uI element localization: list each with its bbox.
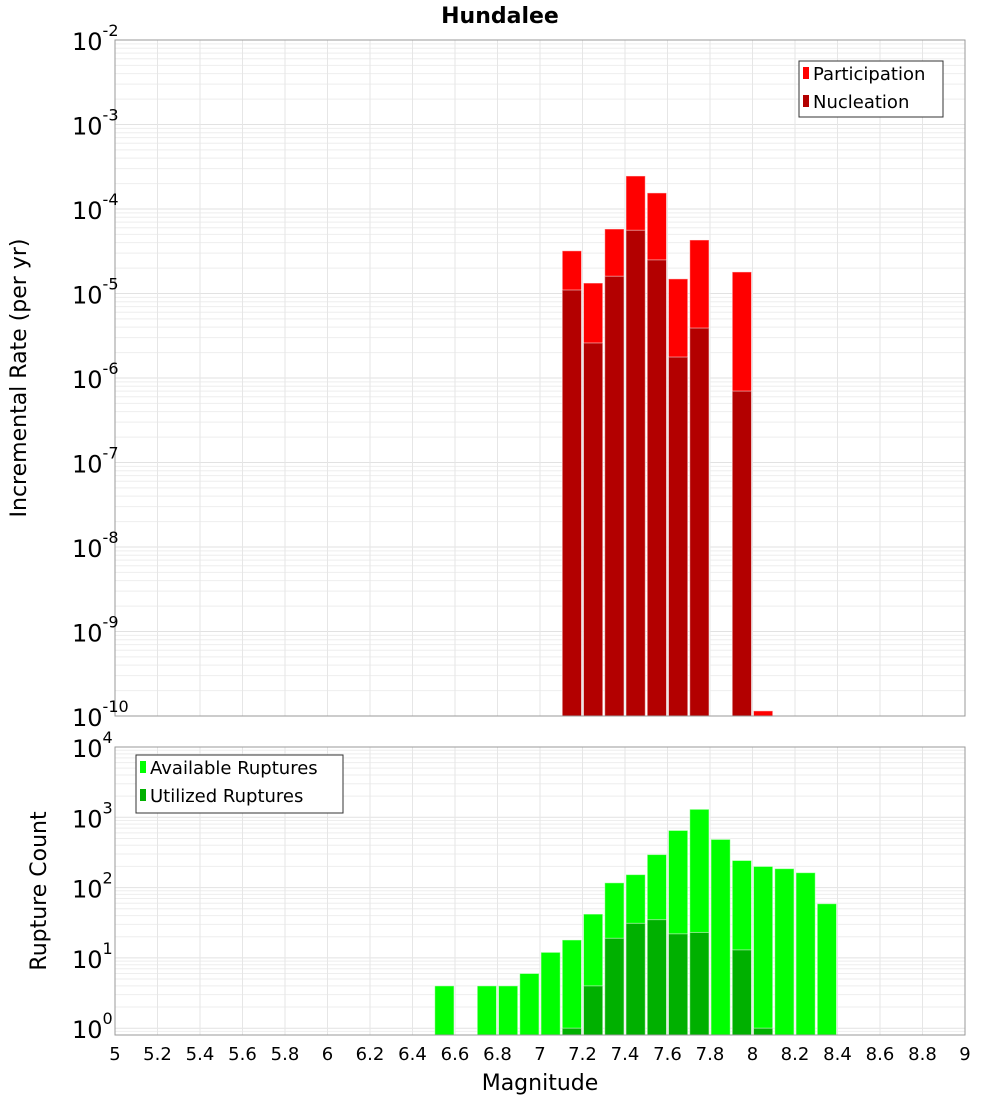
bar-available-ruptures	[540, 951, 561, 1036]
y-tick-label: 10-4	[72, 190, 119, 225]
y-tick-label: 10-2	[72, 21, 119, 56]
bar-utilized-ruptures	[604, 937, 625, 1036]
bar-utilized-ruptures	[668, 933, 689, 1036]
bar-utilized-ruptures	[561, 1027, 582, 1036]
plot-frame	[114, 39, 966, 717]
y-tick-label: 10-9	[72, 613, 119, 648]
x-tick-label: 5.2	[143, 1044, 172, 1065]
bar-available-ruptures	[753, 865, 774, 1036]
bar-available-ruptures	[519, 972, 540, 1036]
legend-box	[798, 60, 944, 118]
bar-available-ruptures	[476, 985, 497, 1036]
legend-label: Available Ruptures	[150, 758, 318, 779]
bar-nucleation	[583, 342, 604, 717]
bar-utilized-ruptures	[753, 1027, 774, 1036]
bar-nucleation	[731, 390, 752, 717]
y-tick-label: 104	[72, 728, 113, 763]
y-tick-label: 10-3	[72, 106, 119, 141]
x-tick-label: 6.2	[356, 1044, 385, 1065]
x-tick-label: 5.6	[228, 1044, 257, 1065]
x-tick-label: 5.8	[271, 1044, 300, 1065]
x-tick-label: 7.6	[653, 1044, 682, 1065]
y-tick-label: 10-7	[72, 444, 119, 479]
x-tick-label: 6.4	[398, 1044, 427, 1065]
bar-utilized-ruptures	[583, 985, 604, 1036]
bar-available-ruptures	[816, 903, 837, 1036]
plot-frame	[114, 746, 966, 1036]
bottom-y-axis-label: Rupture Count	[27, 811, 52, 971]
y-tick-label: 101	[72, 939, 113, 974]
bar-available-ruptures	[434, 985, 455, 1036]
bar-nucleation	[668, 356, 689, 717]
legend-label: Participation	[813, 64, 925, 85]
x-tick-label: 7	[534, 1044, 545, 1065]
x-tick-label: 6	[322, 1044, 333, 1065]
bar-nucleation	[625, 229, 646, 717]
bar-utilized-ruptures	[646, 919, 667, 1036]
bar-nucleation	[689, 327, 710, 717]
y-tick-label: 10-10	[72, 697, 129, 732]
y-tick-label: 103	[72, 798, 113, 833]
chart-title: Hundalee	[441, 4, 559, 29]
y-tick-label: 100	[72, 1009, 113, 1044]
x-tick-label: 8.2	[781, 1044, 810, 1065]
x-tick-label: 5.4	[186, 1044, 215, 1065]
legend-label: Nucleation	[813, 92, 909, 113]
bar-utilized-ruptures	[731, 949, 752, 1036]
legend-label: Utilized Ruptures	[150, 786, 303, 807]
y-tick-label: 102	[72, 869, 113, 904]
top-y-axis-label: Incremental Rate (per yr)	[7, 239, 32, 518]
bar-nucleation	[604, 275, 625, 717]
x-tick-label: 9	[959, 1044, 970, 1065]
x-tick-label: 8	[747, 1044, 758, 1065]
bar-nucleation	[646, 259, 667, 717]
x-tick-label: 5	[109, 1044, 120, 1065]
bar-available-ruptures	[774, 868, 795, 1036]
legend-swatch	[140, 789, 146, 801]
bar-utilized-ruptures	[689, 931, 710, 1036]
bar-available-ruptures	[561, 939, 582, 1036]
y-tick-label: 10-6	[72, 359, 119, 394]
bar-utilized-ruptures	[625, 922, 646, 1036]
bar-available-ruptures	[710, 838, 731, 1036]
legend-swatch	[140, 761, 146, 773]
legend-swatch	[803, 67, 809, 79]
x-tick-label: 8.6	[866, 1044, 895, 1065]
x-axis-label: Magnitude	[482, 1071, 599, 1096]
bar-available-ruptures	[498, 985, 519, 1036]
bar-nucleation	[561, 289, 582, 717]
legend-swatch	[803, 95, 809, 107]
bar-participation	[753, 710, 774, 717]
x-tick-label: 7.8	[696, 1044, 725, 1065]
y-tick-label: 10-5	[72, 275, 119, 310]
x-tick-label: 7.4	[611, 1044, 640, 1065]
x-tick-label: 7.2	[568, 1044, 597, 1065]
y-tick-label: 10-8	[72, 528, 119, 563]
x-tick-label: 8.4	[823, 1044, 852, 1065]
x-tick-label: 8.8	[908, 1044, 937, 1065]
x-tick-label: 6.6	[441, 1044, 470, 1065]
legend-box	[135, 754, 344, 814]
x-tick-label: 6.8	[483, 1044, 512, 1065]
bar-available-ruptures	[795, 872, 816, 1036]
